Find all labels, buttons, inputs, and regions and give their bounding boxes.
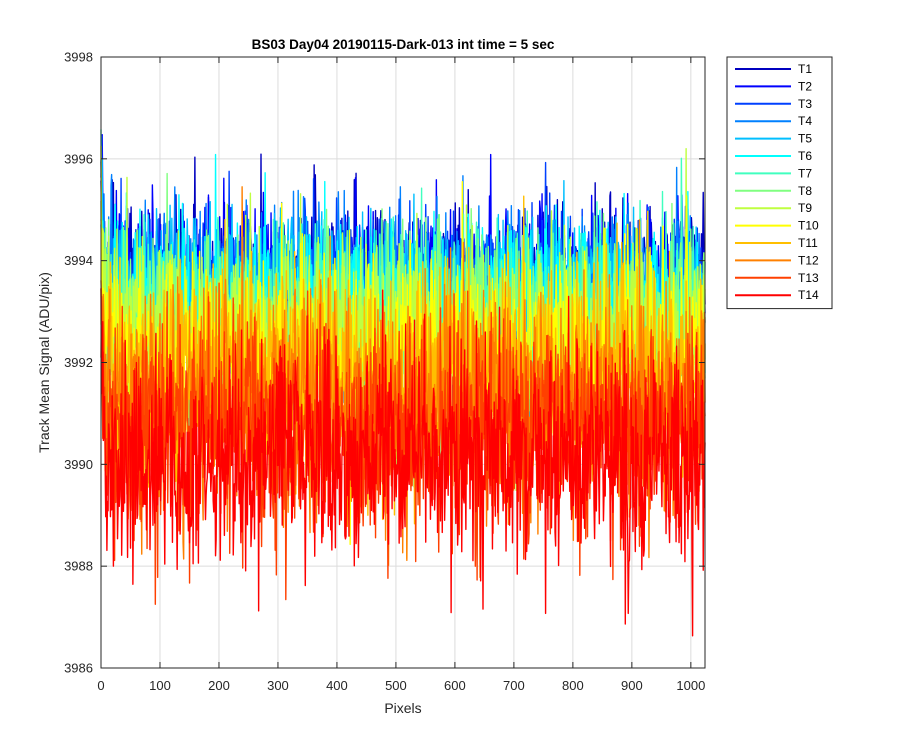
legend: T1 T2 T3 T4 T5 T6 T7 T8 T9 T10 T11 T12 T13 T14	[726, 56, 833, 310]
y-axis-label: Track Mean Signal (ADU/pix)	[36, 272, 52, 453]
legend-label-t10: T10	[798, 219, 819, 233]
x-tick-label: 800	[562, 678, 584, 693]
legend-label-t2: T2	[798, 79, 812, 93]
y-tick-label: 3988	[64, 559, 93, 574]
x-tick-label: 700	[503, 678, 525, 693]
x-axis-label: Pixels	[384, 700, 421, 716]
legend-label-t1: T1	[798, 62, 812, 76]
y-tick-label: 3986	[64, 661, 93, 676]
y-tick-label: 3990	[64, 457, 93, 472]
legend-label-t4: T4	[798, 114, 812, 128]
y-tick-label: 3994	[64, 253, 93, 268]
legend-label-t12: T12	[798, 253, 819, 267]
x-tick-label: 1000	[676, 678, 705, 693]
legend-label-t8: T8	[798, 184, 812, 198]
y-tick-label: 3998	[64, 50, 93, 65]
y-tick-label: 3996	[64, 151, 93, 166]
series-line-t14	[100, 288, 706, 637]
x-tick-label: 500	[385, 678, 407, 693]
x-tick-label: 0	[97, 678, 104, 693]
legend-label-t11: T11	[798, 236, 818, 250]
legend-label-t13: T13	[798, 271, 819, 285]
legend-label-t5: T5	[798, 132, 812, 146]
chart-title: BS03 Day04 20190115-Dark-013 int time = …	[252, 37, 555, 52]
legend-label-t7: T7	[798, 166, 812, 180]
legend-label-t3: T3	[798, 97, 812, 111]
x-tick-label: 400	[326, 678, 348, 693]
legend-label-t14: T14	[798, 288, 819, 302]
series-lines	[100, 129, 706, 637]
x-tick-label: 900	[621, 678, 643, 693]
legend-box	[726, 56, 833, 310]
x-tick-label: 300	[267, 678, 289, 693]
legend-label-t9: T9	[798, 201, 812, 215]
x-tick-label: 100	[149, 678, 171, 693]
x-tick-label: 600	[444, 678, 466, 693]
ticks: 0 100 200 300 400 500 600 700 800 900 1000 3986 3988…	[64, 50, 705, 694]
y-tick-label: 3992	[64, 355, 93, 370]
legend-label-t6: T6	[798, 149, 812, 163]
x-tick-label: 200	[208, 678, 230, 693]
